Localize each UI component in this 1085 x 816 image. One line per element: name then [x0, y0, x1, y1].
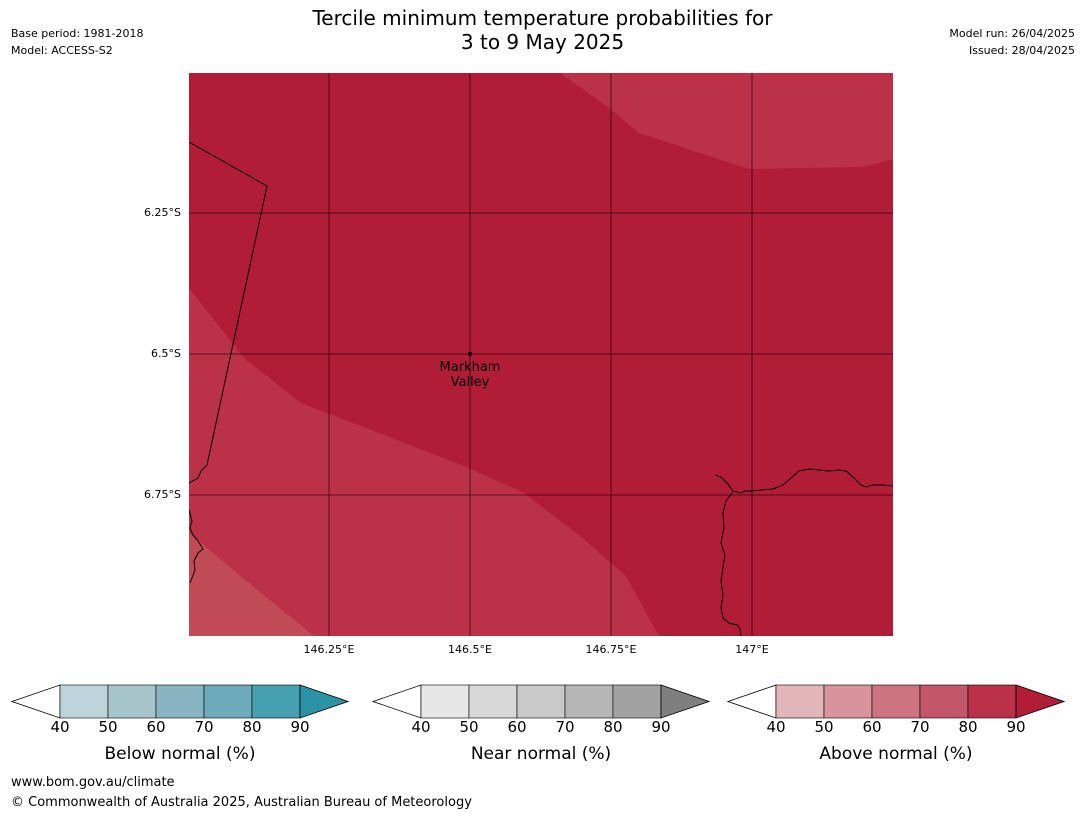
colorbar-arrow-high	[660, 684, 710, 719]
meta-right: Model run: 26/04/2025 Issued: 28/04/2025	[949, 25, 1075, 59]
colorbar-segment	[420, 684, 470, 719]
colorbar-tick-label: 80	[242, 718, 262, 736]
chart-title: Tercile minimum temperature probabilitie…	[0, 6, 1085, 54]
colorbar-arrow-low	[727, 684, 777, 719]
colorbar-tick-label: 80	[603, 718, 623, 736]
colorbar-segment	[612, 684, 662, 719]
colorbar-tick-label: 90	[651, 718, 671, 736]
colorbar-2	[727, 684, 1065, 719]
region-above-70-corner	[189, 533, 314, 636]
colorbar-title: Near normal (%)	[470, 744, 612, 764]
colorbar-segment	[107, 684, 157, 719]
east-coastline	[714, 468, 893, 494]
colorbar-title: Below normal (%)	[104, 744, 256, 764]
colorbar-segment	[468, 684, 518, 719]
colorbar-segment	[516, 684, 566, 719]
lat-label: 6.25°S	[144, 206, 181, 219]
footer-copyright: © Commonwealth of Australia 2025, Austra…	[11, 795, 472, 810]
colorbar-segment	[871, 684, 921, 719]
place-label-line-1: Markham	[439, 360, 501, 375]
colorbar-title: Above normal (%)	[819, 744, 973, 764]
colorbar-segment	[823, 684, 873, 719]
lon-label: 146.5°E	[448, 643, 492, 656]
border-line	[189, 141, 268, 484]
colorbar-arrow-low	[11, 684, 61, 719]
colorbar-tick-label: 50	[459, 718, 479, 736]
colorbar-tick-label: 50	[98, 718, 118, 736]
colorbar-segment	[775, 684, 825, 719]
colorbar-tick-label: 70	[555, 718, 575, 736]
lon-label: 147°E	[735, 643, 769, 656]
probability-map	[189, 73, 893, 636]
colorbar-segment	[251, 684, 301, 719]
lat-label: 6.5°S	[151, 347, 181, 360]
colorbar-segment	[59, 684, 109, 719]
footer-url[interactable]: www.bom.gov.au/climate	[11, 775, 175, 790]
colorbar-tick-label: 50	[814, 718, 834, 736]
colorbar-tick-label: 60	[862, 718, 882, 736]
colorbar-segment	[919, 684, 969, 719]
lat-label: 6.75°S	[144, 488, 181, 501]
colorbar-tick-label: 40	[50, 718, 70, 736]
colorbar-tick-label: 60	[507, 718, 527, 736]
place-marker	[468, 352, 472, 356]
colorbar-segment	[203, 684, 253, 719]
place-label-line-2: Valley	[450, 375, 490, 390]
colorbar-tick-label: 40	[766, 718, 786, 736]
colorbar-tick-label: 40	[411, 718, 431, 736]
colorbar-0	[11, 684, 349, 719]
coastlines	[189, 141, 893, 636]
colorbar-tick-label: 60	[146, 718, 166, 736]
issued-date: Issued: 28/04/2025	[968, 44, 1075, 57]
model-run: Model run: 26/04/2025	[949, 27, 1075, 40]
title-line-1: Tercile minimum temperature probabilitie…	[312, 6, 773, 30]
colorbar-segment	[564, 684, 614, 719]
colorbar-arrow-high	[299, 684, 349, 719]
colorbar-arrow-high	[1015, 684, 1065, 719]
colorbar-tick-label: 80	[958, 718, 978, 736]
region-above-80-northeast	[560, 73, 893, 169]
title-line-2: 3 to 9 May 2025	[460, 30, 625, 54]
meta-left: Base period: 1981-2018 Model: ACCESS-S2	[11, 25, 143, 59]
model-name: Model: ACCESS-S2	[11, 44, 113, 57]
lon-label: 146.75°E	[585, 643, 637, 656]
colorbar-tick-label: 90	[290, 718, 310, 736]
colorbar-segment	[967, 684, 1017, 719]
base-period: Base period: 1981-2018	[11, 27, 144, 40]
region-above-80-southwest	[189, 288, 659, 636]
colorbar-arrow-low	[372, 684, 422, 719]
west-coastline	[189, 509, 204, 584]
colorbar-tick-label: 70	[910, 718, 930, 736]
colorbar-tick-label: 90	[1006, 718, 1026, 736]
lon-label: 146.25°E	[303, 643, 355, 656]
colorbar-tick-label: 70	[194, 718, 214, 736]
colorbar-segment	[155, 684, 205, 719]
place-label: Markham Valley	[420, 360, 520, 390]
colorbar-1	[372, 684, 710, 719]
river-line	[720, 491, 742, 636]
